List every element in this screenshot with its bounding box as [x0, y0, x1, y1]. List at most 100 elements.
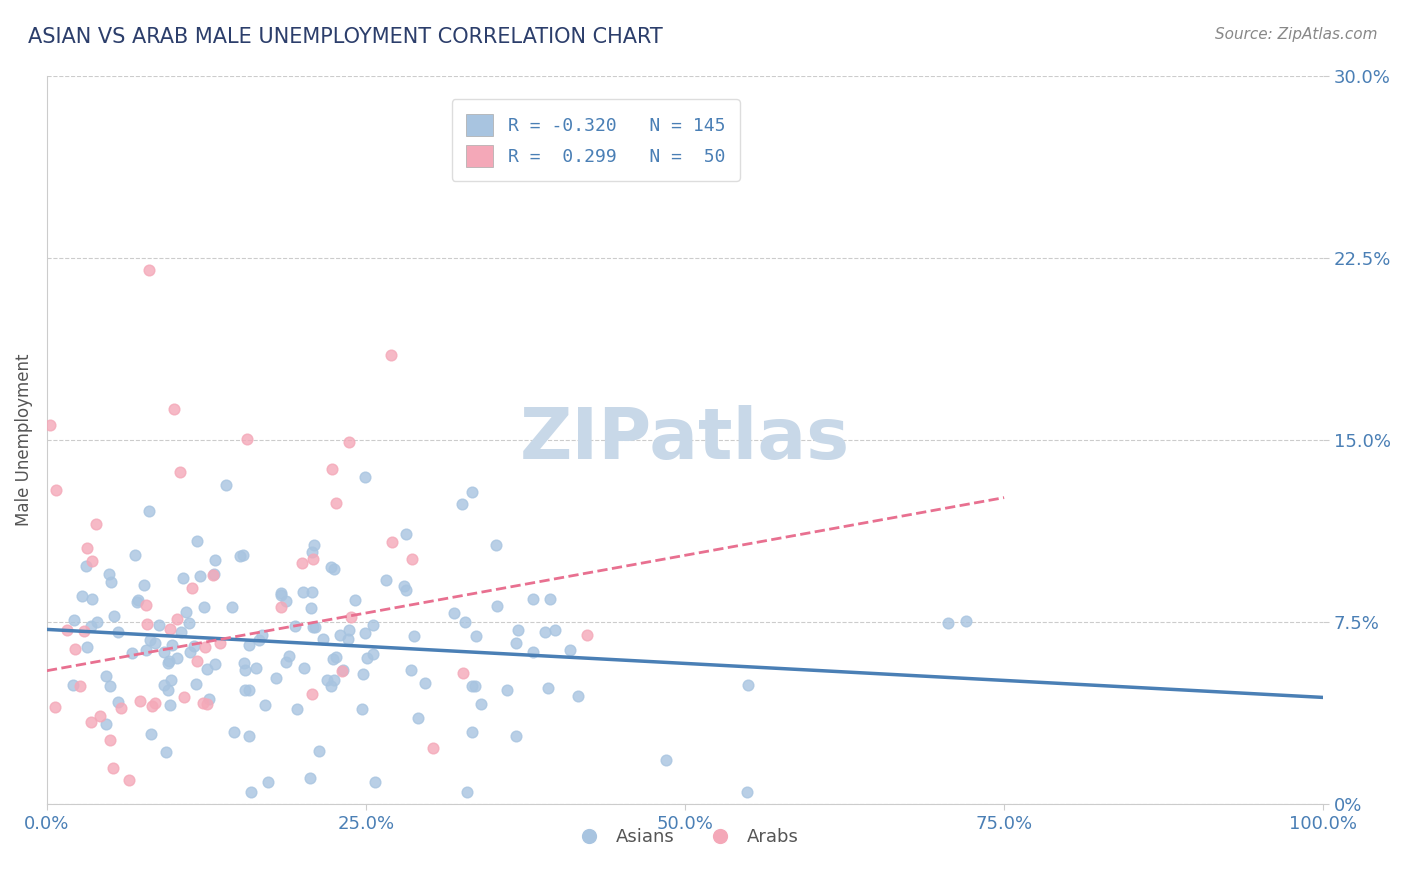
Point — [63, 642, 86, 657]
Point — [456, 785, 478, 799]
Point — [141, 698, 163, 713]
Point — [45, 483, 67, 497]
Point — [319, 560, 342, 574]
Point — [285, 702, 308, 716]
Point — [321, 461, 343, 475]
Point — [204, 553, 226, 567]
Point — [129, 694, 152, 708]
Point — [413, 675, 436, 690]
Point — [522, 591, 544, 606]
Point — [76, 640, 98, 655]
Point — [299, 771, 322, 785]
Point — [299, 600, 322, 615]
Point — [202, 568, 225, 582]
Point — [470, 697, 492, 711]
Point — [160, 638, 183, 652]
Point — [118, 772, 141, 787]
Point — [302, 538, 325, 552]
Point — [537, 681, 560, 696]
Point — [135, 598, 157, 612]
Point — [208, 635, 231, 649]
Point — [353, 470, 375, 484]
Point — [194, 640, 217, 654]
Point — [955, 614, 977, 628]
Point — [107, 695, 129, 709]
Point — [329, 628, 352, 642]
Point — [247, 632, 270, 647]
Point — [533, 625, 555, 640]
Point — [404, 629, 426, 643]
Text: Source: ZipAtlas.com: Source: ZipAtlas.com — [1215, 27, 1378, 42]
Point — [110, 700, 132, 714]
Point — [44, 700, 66, 714]
Point — [292, 661, 315, 675]
Point — [304, 620, 326, 634]
Point — [422, 741, 444, 756]
Point — [232, 548, 254, 562]
Point — [79, 619, 101, 633]
Point — [152, 645, 174, 659]
Point — [153, 678, 176, 692]
Point — [250, 628, 273, 642]
Point — [62, 677, 84, 691]
Point — [350, 702, 373, 716]
Point — [215, 477, 238, 491]
Point — [86, 615, 108, 629]
Point — [157, 656, 180, 670]
Point — [465, 629, 488, 643]
Point — [453, 615, 475, 629]
Point — [301, 687, 323, 701]
Point — [70, 589, 93, 603]
Point — [186, 654, 208, 668]
Point — [363, 618, 385, 632]
Point — [325, 496, 347, 510]
Point — [127, 592, 149, 607]
Point — [301, 545, 323, 559]
Point — [155, 745, 177, 759]
Point — [270, 588, 292, 602]
Point — [188, 569, 211, 583]
Point — [735, 785, 758, 799]
Point — [179, 644, 201, 658]
Point — [245, 661, 267, 675]
Point — [98, 733, 121, 747]
Point — [395, 582, 418, 597]
Point — [63, 613, 86, 627]
Point — [159, 673, 181, 687]
Point — [135, 643, 157, 657]
Point — [270, 599, 292, 614]
Point — [236, 432, 259, 446]
Point — [132, 577, 155, 591]
Point — [184, 676, 207, 690]
Point — [330, 664, 353, 678]
Point — [166, 612, 188, 626]
Point — [352, 667, 374, 681]
Point — [169, 465, 191, 479]
Point — [558, 642, 581, 657]
Point — [103, 761, 125, 775]
Point — [39, 417, 62, 432]
Point — [170, 624, 193, 639]
Point — [80, 591, 103, 606]
Point — [138, 263, 160, 277]
Point — [148, 618, 170, 632]
Point — [332, 663, 354, 677]
Point — [505, 636, 527, 650]
Point — [506, 623, 529, 637]
Point — [544, 623, 567, 637]
Point — [143, 636, 166, 650]
Point — [100, 575, 122, 590]
Point — [75, 559, 97, 574]
Point — [257, 775, 280, 789]
Point — [485, 538, 508, 552]
Point — [157, 654, 180, 668]
Point — [82, 554, 104, 568]
Y-axis label: Male Unemployment: Male Unemployment — [15, 353, 32, 526]
Point — [450, 497, 472, 511]
Point — [340, 610, 363, 624]
Point — [395, 527, 418, 541]
Point — [312, 632, 335, 646]
Point — [486, 599, 509, 613]
Point — [337, 434, 360, 449]
Point — [173, 690, 195, 705]
